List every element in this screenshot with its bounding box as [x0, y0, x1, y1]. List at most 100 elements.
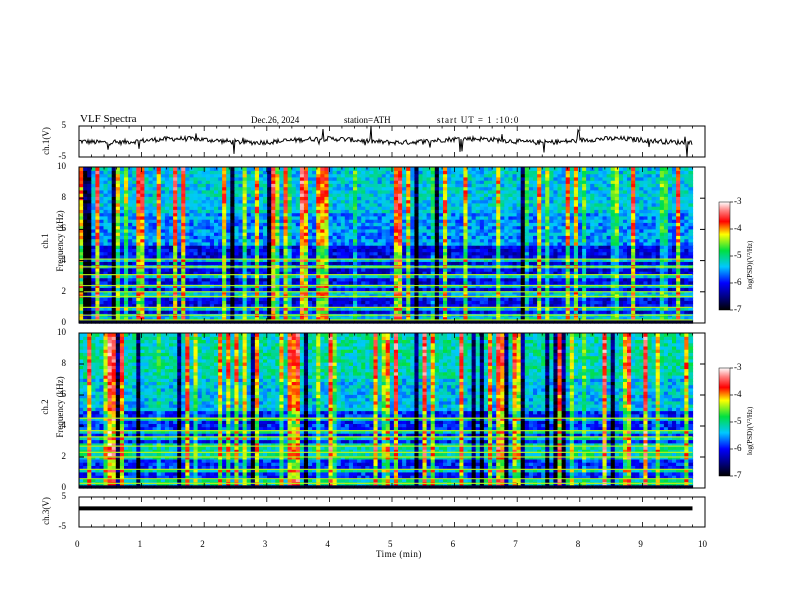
- spectrogram-cell: [483, 277, 489, 282]
- spectrogram-cell: [303, 232, 309, 236]
- spectrogram-cell: [218, 222, 223, 227]
- spectrogram-cell: [553, 232, 559, 236]
- spectrogram-cell: [124, 235, 129, 240]
- spectrogram-cell: [533, 287, 538, 292]
- spectrogram-cell: [324, 225, 330, 230]
- spectrogram-cell: [336, 254, 342, 259]
- spectrogram-cell: [582, 245, 587, 249]
- spectrogram-cell: [684, 232, 689, 236]
- spectrogram-cell: [504, 232, 509, 236]
- spectrogram-cell: [598, 280, 604, 285]
- spectrogram-cell: [267, 267, 272, 272]
- spectrogram-cell: [586, 254, 591, 259]
- spectrogram-cell: [103, 254, 109, 259]
- spectrogram-cell: [594, 319, 599, 324]
- spectrogram-cell: [361, 271, 366, 275]
- spectrogram-cell: [549, 274, 554, 279]
- spectrogram-cell: [569, 248, 575, 253]
- spectrogram-cell: [238, 212, 244, 217]
- spectrogram-cell: [242, 300, 248, 305]
- spectrogram-cell: [483, 245, 489, 249]
- spectrogram-cell: [659, 241, 665, 246]
- spectrogram-cell: [287, 300, 293, 305]
- spectrogram-cell: [385, 261, 391, 266]
- spectrogram-cell: [672, 274, 677, 279]
- spectrogram-cell: [328, 300, 334, 305]
- spectrogram-cell: [209, 271, 215, 275]
- spectrogram-cell: [271, 300, 276, 305]
- spectrogram-cell: [443, 232, 448, 236]
- spectrogram-cell: [189, 225, 195, 230]
- spectrogram-cell: [365, 245, 370, 249]
- spectrogram-cell: [541, 241, 546, 246]
- spectrogram-cell: [373, 290, 379, 295]
- spectrogram-cell: [353, 280, 358, 285]
- spectrogram-cell: [402, 245, 407, 249]
- spectrogram-cell: [504, 225, 509, 230]
- spectrogram-cell: [279, 303, 285, 308]
- spectrogram-cell: [214, 245, 219, 249]
- spectrogram-cell: [177, 235, 182, 240]
- spectrogram-cell: [332, 235, 338, 240]
- spectrogram-cell: [618, 232, 624, 236]
- spectrogram-cell: [492, 303, 497, 308]
- spectrogram-cell: [488, 310, 493, 314]
- spectrogram-cell: [582, 215, 587, 220]
- spectrogram-cell: [136, 225, 141, 230]
- spectrogram-cell: [684, 297, 689, 301]
- spectrogram-cell: [602, 316, 608, 321]
- spectrogram-cell: [340, 232, 346, 236]
- spectrogram-cell: [271, 258, 276, 262]
- spectrogram-cell: [676, 293, 681, 298]
- spectrogram-cell: [541, 248, 546, 253]
- spectrogram-cell: [672, 306, 677, 311]
- spectrogram-cell: [377, 287, 383, 292]
- spectrogram-cell: [406, 219, 411, 223]
- spectrogram-cell: [676, 280, 681, 285]
- spectrogram-cell: [643, 248, 649, 253]
- spectrogram-cell: [500, 293, 505, 298]
- spectrogram-cell: [279, 316, 285, 321]
- spectrogram-cell: [95, 274, 101, 279]
- spectrogram-cell: [537, 248, 542, 253]
- spectrogram-cell: [209, 303, 215, 308]
- spectrogram-cell: [688, 280, 694, 285]
- spectrogram-cell: [676, 235, 681, 240]
- spectrogram-cell: [218, 316, 223, 321]
- spectrogram-cell: [398, 300, 403, 305]
- spectrogram-cell: [561, 232, 567, 236]
- spectrogram-cell: [578, 277, 583, 282]
- spectrogram-cell: [87, 316, 92, 321]
- spectrogram-cell: [667, 271, 673, 275]
- spectrogram-cell: [209, 319, 215, 324]
- spectrogram-cell: [365, 219, 370, 223]
- spectrogram-cell: [381, 274, 387, 279]
- spectrogram-cell: [398, 287, 403, 292]
- spectrogram-cell: [332, 222, 338, 227]
- spectrogram-cell: [610, 261, 616, 266]
- spectrogram-cell: [537, 280, 542, 285]
- spectrogram-cell: [209, 212, 215, 217]
- spectrogram-cell: [169, 287, 174, 292]
- spectrogram-cell: [377, 310, 383, 314]
- spectrogram-cell: [528, 219, 534, 223]
- spectrogram-cell: [516, 254, 522, 259]
- spectrogram-cell: [667, 316, 673, 321]
- spectrogram-cell: [508, 306, 514, 311]
- spectrogram-cell: [177, 228, 182, 233]
- spectrogram-cell: [676, 251, 681, 256]
- spectrogram-cell: [107, 306, 113, 311]
- spectrogram-cell: [156, 232, 162, 236]
- spectrogram-cell: [545, 228, 550, 233]
- spectrogram-cell: [451, 258, 456, 262]
- spectrogram-cell: [533, 245, 538, 249]
- spectrogram-cell: [414, 290, 420, 295]
- spectrogram-cell: [136, 267, 141, 272]
- spectrogram-cell: [246, 222, 252, 227]
- spectrogram-cell: [488, 261, 493, 266]
- spectrogram-cell: [111, 235, 117, 240]
- spectrogram-cell: [169, 293, 174, 298]
- spectrogram-cell: [91, 290, 96, 295]
- spectrogram-cell: [328, 254, 334, 259]
- spectrogram-cell: [524, 235, 530, 240]
